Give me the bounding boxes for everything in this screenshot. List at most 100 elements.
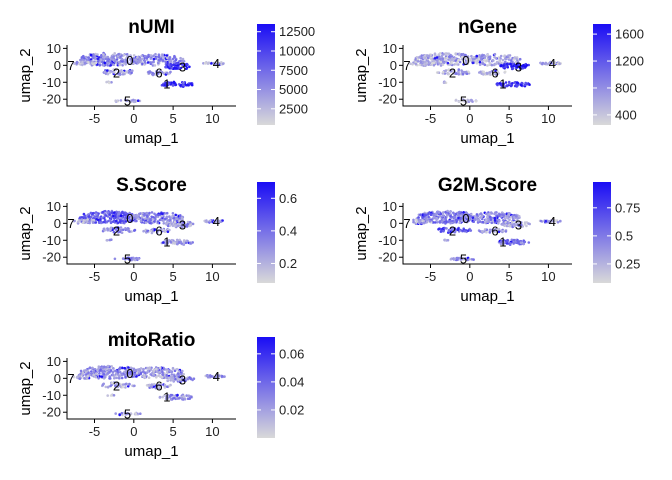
data-point — [94, 372, 98, 375]
data-point — [115, 210, 118, 214]
data-point — [447, 68, 451, 72]
data-point — [157, 59, 161, 62]
data-point — [478, 60, 482, 64]
data-point — [478, 54, 481, 57]
data-point — [126, 374, 130, 378]
data-point — [506, 216, 509, 219]
data-point — [119, 99, 123, 102]
data-point — [523, 240, 527, 244]
data-point — [459, 214, 463, 217]
legend-tick-label: 10000 — [279, 43, 315, 58]
data-point — [103, 70, 106, 74]
data-point — [106, 64, 109, 67]
data-point — [445, 227, 448, 230]
data-point — [430, 57, 433, 61]
data-point — [129, 212, 133, 216]
data-point — [433, 57, 437, 60]
data-point — [433, 52, 437, 55]
data-point — [149, 385, 153, 389]
data-point — [182, 395, 186, 398]
data-point — [145, 214, 149, 217]
data-point — [429, 213, 433, 217]
data-point — [86, 375, 90, 378]
cluster-label: 2 — [113, 65, 120, 80]
data-point — [128, 219, 131, 222]
data-point — [154, 57, 158, 60]
data-point — [117, 53, 120, 56]
data-point — [452, 211, 455, 215]
data-point — [477, 219, 480, 222]
data-point — [143, 214, 146, 217]
data-point — [479, 212, 483, 215]
cluster-label: 0 — [126, 53, 133, 68]
data-point — [141, 370, 145, 373]
data-point — [103, 219, 107, 222]
data-point — [502, 64, 505, 67]
y-tick-label: -20 — [42, 405, 61, 420]
data-point — [163, 383, 167, 387]
data-point — [85, 220, 88, 223]
x-axis-label: umap_1 — [460, 130, 514, 147]
data-point — [493, 221, 497, 224]
data-point — [142, 229, 145, 233]
data-point — [519, 223, 523, 227]
data-point — [84, 55, 88, 59]
data-point — [460, 55, 464, 59]
data-point — [205, 219, 208, 222]
data-point — [493, 212, 496, 216]
data-point — [175, 62, 179, 65]
x-tick-label: 10 — [205, 269, 219, 284]
data-point — [210, 62, 213, 65]
data-point — [131, 69, 134, 72]
data-point — [426, 213, 429, 216]
data-point — [166, 219, 170, 222]
data-point — [501, 213, 504, 216]
data-point — [104, 209, 107, 213]
data-point — [440, 54, 444, 58]
data-point — [123, 373, 126, 376]
data-point — [119, 55, 122, 59]
data-point — [499, 54, 503, 58]
legend-tick-label: 0.06 — [279, 346, 304, 361]
x-tick-label: 0 — [130, 269, 137, 284]
data-point — [81, 373, 84, 376]
data-point — [117, 213, 120, 216]
data-point — [164, 60, 167, 63]
data-point — [142, 368, 145, 371]
data-point — [513, 241, 517, 244]
data-point — [163, 394, 166, 397]
data-point — [423, 61, 427, 64]
data-point — [459, 217, 462, 221]
data-point — [441, 60, 445, 63]
data-point — [487, 56, 491, 59]
data-point — [107, 368, 111, 372]
data-point — [549, 60, 552, 64]
data-point — [423, 213, 426, 217]
data-point — [179, 56, 182, 60]
data-point — [78, 377, 82, 380]
data-point — [80, 218, 84, 221]
cluster-label: 2 — [449, 65, 456, 80]
data-point — [182, 62, 185, 66]
data-point — [99, 58, 103, 61]
data-point — [160, 218, 164, 222]
data-point — [174, 58, 178, 62]
data-point — [121, 385, 124, 389]
data-point — [423, 63, 426, 66]
data-point — [152, 370, 155, 373]
data-point — [158, 396, 162, 399]
data-point — [128, 62, 132, 66]
data-point — [501, 219, 505, 222]
data-point — [220, 374, 224, 378]
data-point — [141, 218, 145, 221]
data-point — [109, 369, 113, 372]
data-point — [114, 227, 117, 231]
data-point — [134, 411, 137, 415]
data-point — [169, 60, 173, 63]
cluster-label: 0 — [462, 211, 469, 226]
data-point — [447, 52, 451, 55]
legend-tick-label: 400 — [615, 107, 637, 122]
data-point — [423, 54, 427, 57]
data-point — [179, 214, 182, 217]
data-point — [176, 240, 179, 243]
